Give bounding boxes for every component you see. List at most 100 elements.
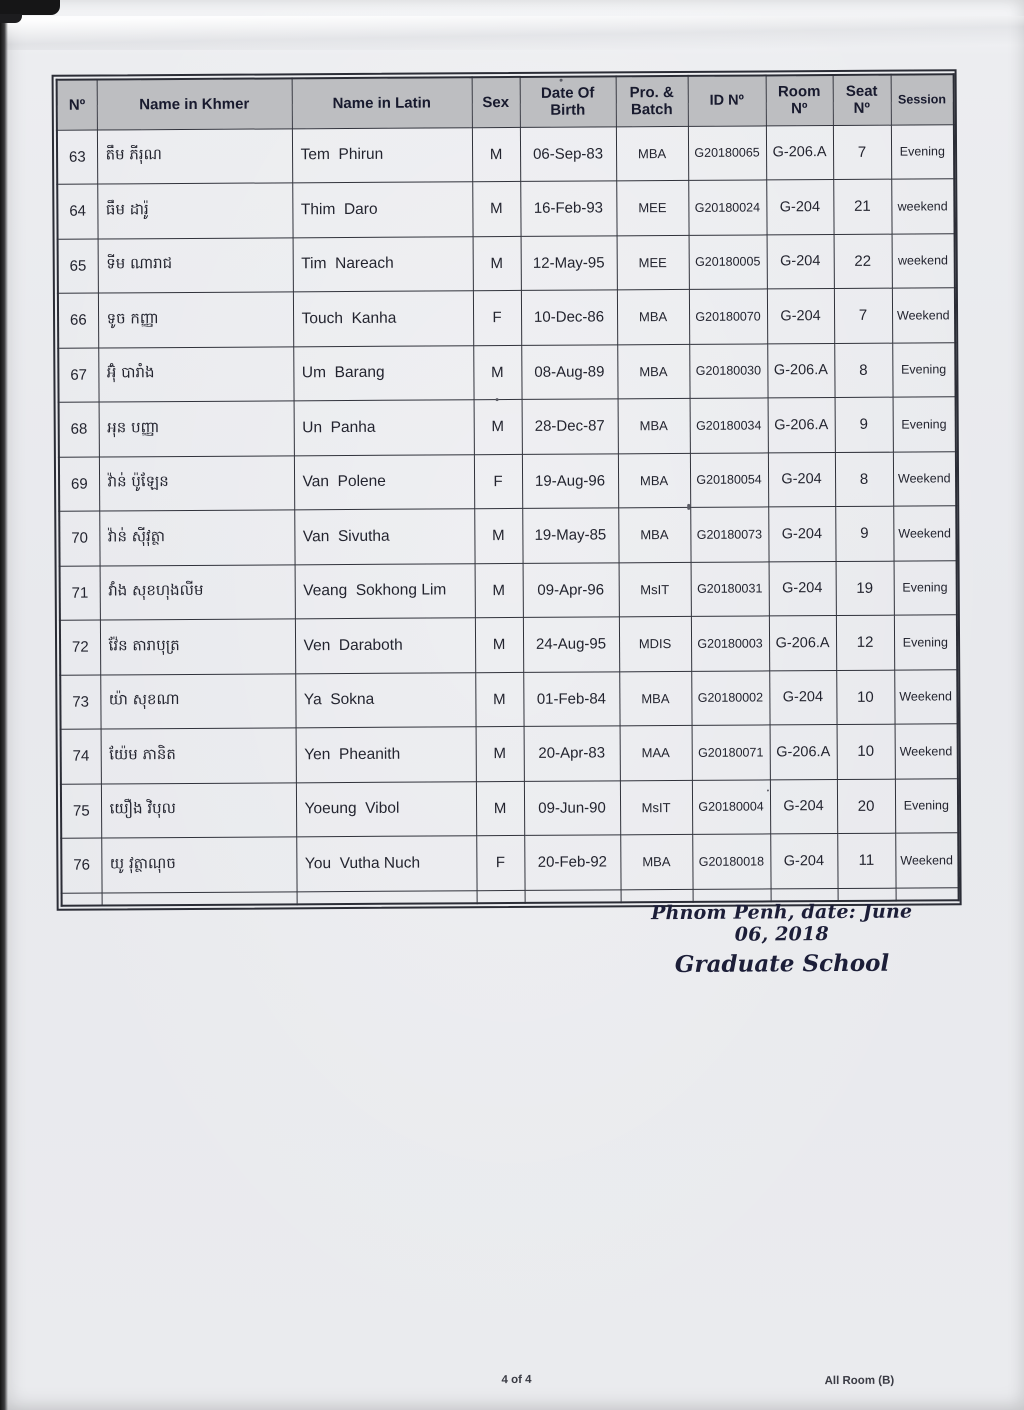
- empty-cell: [476, 889, 525, 904]
- empty-cell: [296, 890, 477, 905]
- cell-sex: F: [472, 290, 522, 346]
- cell-name-latin: Yen Pheanith: [295, 726, 476, 783]
- cell-name-khmer: យូ វុត្ថាណុច: [101, 836, 297, 893]
- col-header-program-batch: Pro. & Batch: [615, 75, 688, 127]
- cell-no: 64: [57, 184, 98, 239]
- cell-program-batch: MsIT: [619, 779, 693, 835]
- cell-date-of-birth: 16-Feb-93: [520, 180, 617, 236]
- table-row: 68 អុន បញ្ញា Un Panha M 28-Dec-87 MBA G2…: [58, 396, 956, 457]
- cell-id-number: G20180031: [690, 561, 769, 617]
- cell-room-number: G-204: [766, 179, 834, 235]
- cell-room-number: G-206.A: [767, 397, 835, 453]
- cell-seat-number: 19: [835, 560, 894, 616]
- cell-name-latin: Thim Daro: [292, 181, 473, 238]
- cell-program-batch: MsIT: [618, 561, 691, 617]
- cell-program-batch: MDIS: [618, 616, 692, 672]
- cell-id-number: G20180005: [688, 234, 767, 290]
- cell-program-batch: MEE: [616, 234, 689, 290]
- cell-seat-number: 22: [833, 233, 892, 289]
- cell-no: 63: [56, 129, 98, 185]
- cell-program-batch: MBA: [620, 834, 693, 890]
- cell-room-number: G-204: [769, 670, 837, 725]
- cell-session: Weekend: [894, 669, 958, 725]
- cell-no: 72: [59, 620, 101, 675]
- cell-no: 75: [60, 783, 102, 839]
- cell-session: Evening: [893, 560, 957, 616]
- cell-room-number: G-206.A: [768, 615, 837, 671]
- cell-id-number: G20180030: [689, 343, 768, 399]
- empty-cell: [770, 888, 838, 902]
- office-signature: Graduate School: [674, 949, 890, 979]
- cell-room-number: G-204: [769, 779, 838, 834]
- table-row: 67 អ៊ុំ បារាំង Um Barang M 08-Aug-89 MBA…: [58, 342, 956, 403]
- cell-name-khmer: ធឹម ដារ៉ូ: [97, 182, 293, 239]
- cell-session: Weekend: [894, 723, 958, 779]
- cell-date-of-birth: 28-Dec-87: [521, 398, 618, 454]
- cell-no: 68: [58, 402, 99, 457]
- cell-name-latin: Veang Sokhong Lim: [294, 563, 475, 619]
- table-row: 71 វាំង សុខហុងលីម Veang Sokhong Lim M 09…: [59, 560, 957, 621]
- cell-room-number: G-206.A: [767, 343, 835, 398]
- cell-name-khmer: អ៊ុំ បារាំង: [98, 346, 294, 403]
- cell-no: 69: [58, 456, 100, 512]
- cell-session: Evening: [892, 342, 956, 398]
- cell-session: Weekend: [893, 505, 957, 561]
- col-header-id: ID Nº: [687, 75, 766, 126]
- cell-id-number: G20180018: [692, 833, 771, 889]
- cell-sex: F: [473, 453, 523, 509]
- col-header-seat: Seat Nº: [832, 74, 891, 126]
- cell-sex: M: [471, 126, 521, 182]
- cell-session: Evening: [893, 614, 958, 670]
- cell-seat-number: 11: [837, 833, 896, 889]
- scan-speck: [495, 398, 499, 402]
- page-number: 4 of 4: [501, 1373, 532, 1387]
- cell-session: Evening: [892, 396, 956, 452]
- table-header: Nº Name in Khmer Name in Latin Sex Date …: [56, 74, 954, 130]
- cell-sex: M: [475, 726, 524, 782]
- cell-name-latin: Tim Nareach: [292, 236, 473, 292]
- cell-seat-number: 21: [833, 179, 892, 235]
- cell-id-number: G20180071: [691, 724, 770, 780]
- cell-date-of-birth: 24-Aug-95: [522, 616, 620, 672]
- cell-date-of-birth: 09-Apr-96: [522, 562, 619, 618]
- place-date-line: Phnom Penh, date: June 06, 2018: [651, 900, 913, 946]
- cell-program-batch: MBA: [617, 343, 690, 399]
- cell-seat-number: 12: [835, 615, 895, 671]
- cell-program-batch: MBA: [618, 507, 691, 563]
- cell-name-latin: Van Polene: [293, 454, 475, 510]
- cell-sex: M: [473, 399, 522, 455]
- table-row: 74 យ៉ែម ភានិត Yen Pheanith M 20-Apr-83 M…: [60, 723, 958, 784]
- cell-program-batch: MBA: [619, 670, 692, 726]
- cell-id-number: G20180004: [691, 779, 771, 835]
- cell-sex: M: [474, 617, 524, 673]
- empty-cell: [61, 892, 102, 906]
- cell-name-latin: Ya Sokna: [295, 672, 476, 728]
- student-seating-table: Nº Name in Khmer Name in Latin Sex Date …: [55, 73, 960, 907]
- cell-name-latin: Van Sivutha: [294, 508, 475, 565]
- cell-no: 65: [57, 238, 98, 294]
- cell-date-of-birth: 20-Apr-83: [523, 725, 620, 781]
- cell-name-khmer: វ៉ាន់ ប៉ូឡែន: [98, 455, 295, 512]
- cell-date-of-birth: 19-Aug-96: [521, 453, 619, 509]
- cell-room-number: G-204: [768, 561, 836, 616]
- table-body: 63 តឹម ភីរុណ Tem Phirun M 06-Sep-83 MBA …: [56, 124, 959, 893]
- cell-date-of-birth: 20-Feb-92: [524, 834, 621, 890]
- cell-seat-number: 7: [832, 124, 892, 180]
- cell-name-khmer: យឿង វិបុល: [100, 782, 297, 839]
- cell-name-khmer: យ៉ែម ភានិត: [100, 727, 296, 784]
- empty-cell: [692, 888, 771, 902]
- cell-sex: M: [475, 780, 525, 836]
- cell-date-of-birth: 08-Aug-89: [521, 344, 618, 400]
- cell-name-khmer: តឹម ភីរុណ: [96, 128, 293, 185]
- cell-date-of-birth: 10-Dec-86: [520, 289, 618, 345]
- cell-name-latin: You Vutha Nuch: [296, 835, 477, 892]
- scan-corner-mark: [0, 0, 60, 15]
- cell-room-number: G-204: [766, 234, 834, 289]
- cell-name-latin: Yoeung Vibol: [295, 781, 477, 837]
- cell-no: 71: [59, 565, 100, 621]
- cell-no: 70: [59, 511, 100, 566]
- cell-name-latin: Tem Phirun: [291, 127, 473, 183]
- cell-seat-number: 20: [836, 778, 896, 834]
- cell-room-number: G-204: [767, 452, 836, 507]
